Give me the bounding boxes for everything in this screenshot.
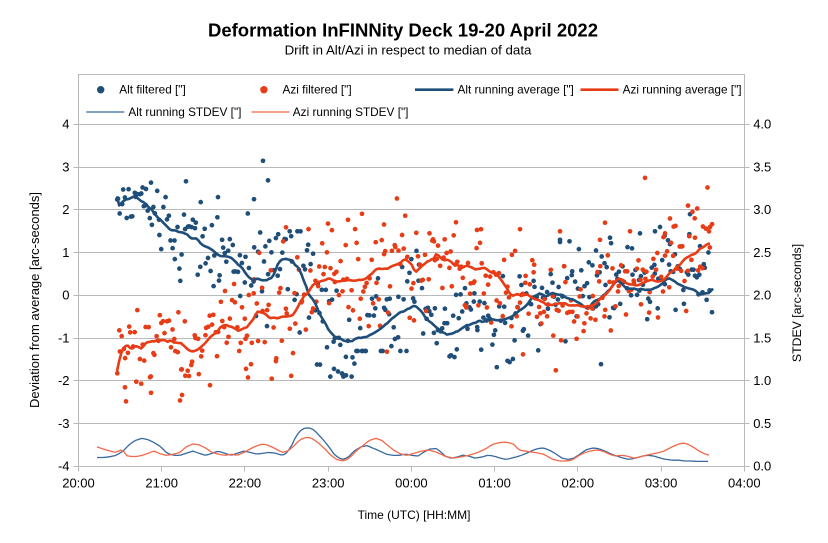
svg-text:3: 3 <box>62 160 69 175</box>
svg-text:Alt filtered ["]: Alt filtered ["] <box>119 83 185 97</box>
svg-text:03:00: 03:00 <box>645 476 678 491</box>
svg-text:2.5: 2.5 <box>753 245 771 260</box>
svg-text:01:00: 01:00 <box>478 476 511 491</box>
svg-text:Time (UTC) [HH:MM]: Time (UTC) [HH:MM] <box>358 508 471 522</box>
svg-text:20:00: 20:00 <box>62 476 95 491</box>
svg-text:1.0: 1.0 <box>753 373 771 388</box>
svg-text:Deformation InFINNity Deck 19-: Deformation InFINNity Deck 19-20 April 2… <box>208 19 598 40</box>
svg-text:00:00: 00:00 <box>395 476 428 491</box>
svg-text:2: 2 <box>62 202 69 217</box>
svg-text:Alt running average ["]: Alt running average ["] <box>458 83 574 97</box>
svg-text:Azi running STDEV ["]: Azi running STDEV ["] <box>293 105 409 119</box>
svg-text:-1: -1 <box>58 330 70 345</box>
svg-text:04:00: 04:00 <box>728 476 761 491</box>
svg-text:4.0: 4.0 <box>753 117 771 132</box>
svg-text:2.0: 2.0 <box>753 288 771 303</box>
svg-text:Deviation from average [arc-se: Deviation from average [arc-seconds] <box>27 192 42 408</box>
svg-text:3.0: 3.0 <box>753 202 771 217</box>
svg-text:Azi filtered ["]: Azi filtered ["] <box>283 83 352 97</box>
svg-text:1.5: 1.5 <box>753 330 771 345</box>
svg-text:02:00: 02:00 <box>562 476 595 491</box>
svg-text:1: 1 <box>62 245 69 260</box>
svg-text:0.0: 0.0 <box>753 459 771 474</box>
svg-text:Drift in Alt/Azi in respect to: Drift in Alt/Azi in respect to median of… <box>285 42 532 57</box>
svg-text:STDEV [arc-seconds]: STDEV [arc-seconds] <box>790 244 804 362</box>
svg-text:-2: -2 <box>58 373 70 388</box>
svg-text:0.5: 0.5 <box>753 416 771 431</box>
svg-text:22:00: 22:00 <box>229 476 262 491</box>
svg-text:23:00: 23:00 <box>312 476 345 491</box>
svg-text:3.5: 3.5 <box>753 160 771 175</box>
svg-text:4: 4 <box>62 117 69 132</box>
svg-text:Alt running STDEV ["]: Alt running STDEV ["] <box>128 105 241 119</box>
svg-text:Azi running average ["]: Azi running average ["] <box>623 83 742 97</box>
svg-text:-4: -4 <box>58 459 70 474</box>
svg-text:-3: -3 <box>58 416 70 431</box>
svg-text:21:00: 21:00 <box>145 476 178 491</box>
svg-text:0: 0 <box>62 288 69 303</box>
